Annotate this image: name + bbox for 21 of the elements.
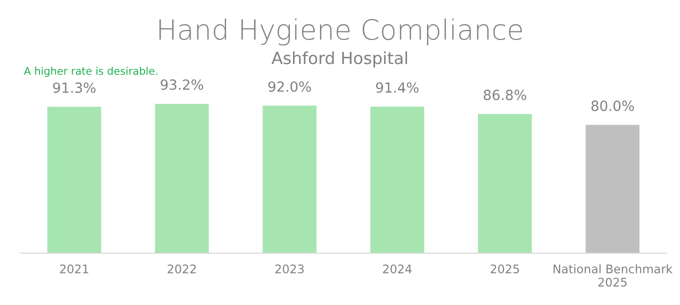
data-label: 93.2% bbox=[160, 79, 204, 90]
data-label: 92.0% bbox=[268, 81, 311, 92]
data-label: 91.3% bbox=[53, 82, 96, 93]
bar bbox=[586, 124, 640, 254]
chart-subtitle: Ashford Hospital bbox=[272, 51, 408, 68]
x-tick-label: National Benchmark 2025 bbox=[554, 264, 673, 287]
data-label: 86.8% bbox=[484, 90, 526, 100]
text: A higher rate is desirable. bbox=[24, 66, 158, 77]
x-tick-label: 2023 bbox=[275, 264, 304, 274]
bar bbox=[370, 106, 424, 254]
data-label: 80.0% bbox=[591, 100, 634, 112]
x-tick-label: 2022 bbox=[168, 264, 196, 274]
bar bbox=[154, 104, 209, 254]
x-tick-label: 2021 bbox=[60, 264, 88, 274]
x-tick-label: 2024 bbox=[383, 264, 412, 274]
bar bbox=[262, 106, 316, 254]
chart-title: Hand Hygiene Compliance bbox=[159, 18, 522, 46]
bar bbox=[478, 114, 532, 254]
bar bbox=[47, 106, 102, 254]
x-tick-label: 2025 bbox=[490, 264, 519, 274]
data-label: 91.4% bbox=[376, 82, 419, 93]
